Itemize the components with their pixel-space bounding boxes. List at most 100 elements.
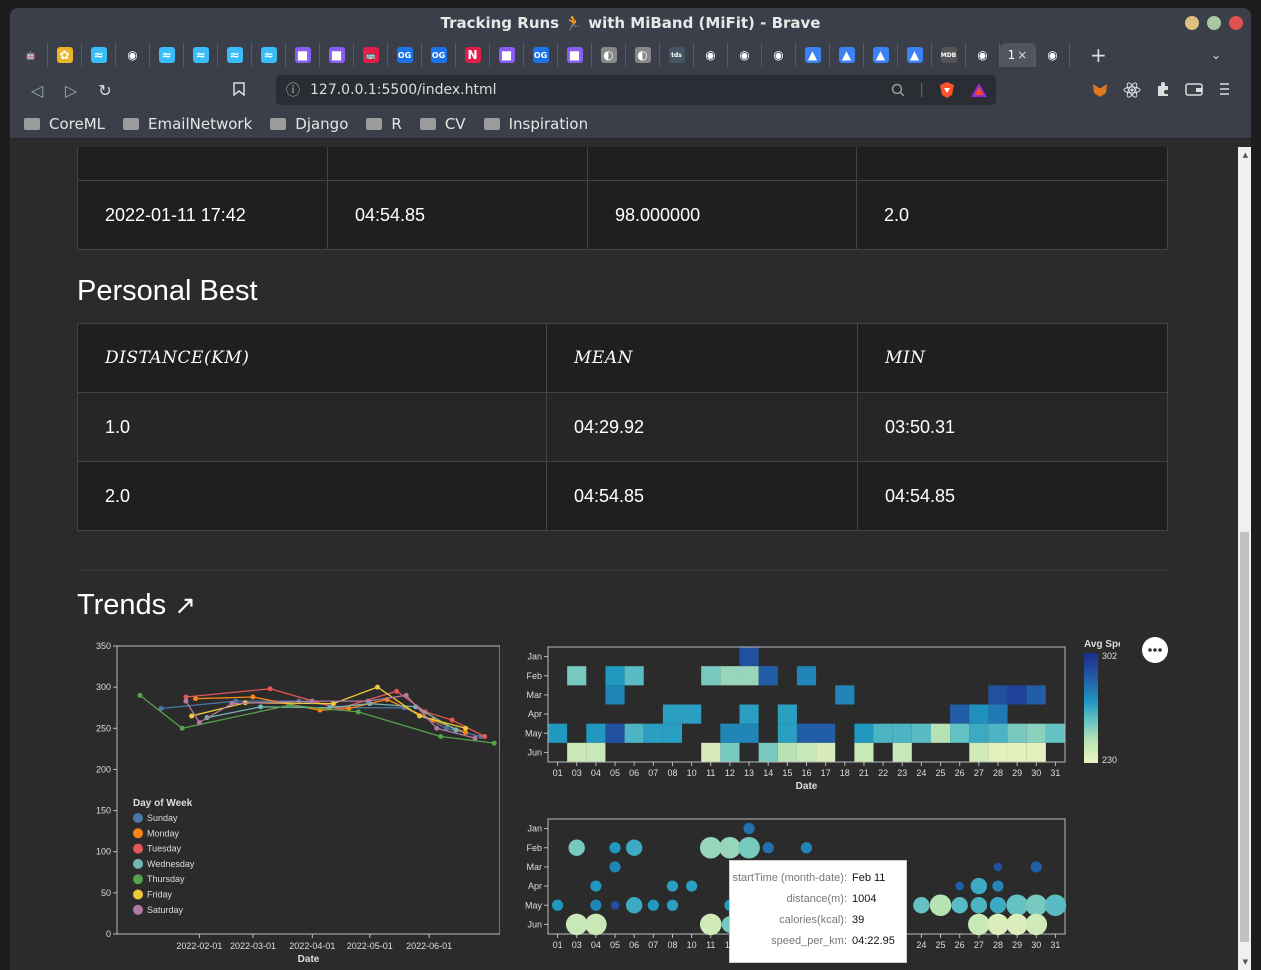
tab[interactable]: ▲ xyxy=(830,43,864,67)
heatmap-cell xyxy=(1045,723,1065,743)
tab[interactable]: ■ xyxy=(320,43,354,67)
tab[interactable]: tds xyxy=(660,43,694,67)
tab[interactable]: ◉ xyxy=(966,43,1000,67)
tab[interactable]: ≈ xyxy=(184,43,218,67)
chart-actions-button[interactable] xyxy=(1142,637,1168,663)
data-point xyxy=(183,698,189,704)
table-cell: 2.0 xyxy=(77,461,547,531)
bubble xyxy=(551,899,564,911)
tab[interactable]: ◉ xyxy=(694,43,728,67)
x-tick-label: 2022-02-01 xyxy=(176,941,222,951)
bookmark-folder[interactable]: CoreML xyxy=(24,115,105,133)
y-tick-label: May xyxy=(525,728,543,738)
bubble xyxy=(955,881,964,891)
table-cell: 03:50.31 xyxy=(857,392,1168,462)
minimize-button[interactable] xyxy=(1185,16,1199,30)
tab[interactable]: ◉ xyxy=(762,43,796,67)
tab[interactable]: N xyxy=(456,43,490,67)
tab[interactable]: 🤖 xyxy=(14,43,48,67)
tab[interactable]: ◉ xyxy=(728,43,762,67)
react-devtools-icon[interactable] xyxy=(1123,81,1141,99)
tab[interactable]: ≈ xyxy=(252,43,286,67)
y-tick-label: Feb xyxy=(526,671,542,681)
close-window-button[interactable] xyxy=(1229,16,1243,30)
tab[interactable]: ≈ xyxy=(150,43,184,67)
data-point xyxy=(196,720,202,726)
legend-label: Friday xyxy=(147,890,173,900)
data-point xyxy=(179,725,185,731)
tab[interactable]: OG xyxy=(524,43,558,67)
legend-label: Thursday xyxy=(147,874,185,884)
legend-swatch xyxy=(133,874,143,885)
bubble xyxy=(1025,913,1048,936)
og-icon: OG xyxy=(430,47,447,63)
address-bar[interactable]: ⓘ 127.0.0.1:5500/index.html | xyxy=(276,75,996,105)
extensions-icon[interactable] xyxy=(1155,81,1171,97)
tab[interactable]: ✿ xyxy=(48,43,82,67)
bookmark-folder[interactable]: R xyxy=(366,115,402,133)
folder-icon xyxy=(483,117,500,130)
x-tick-label: 23 xyxy=(897,768,907,778)
zoom-icon[interactable] xyxy=(891,83,905,97)
tab[interactable]: ▲ xyxy=(796,43,830,67)
scrollbar[interactable]: ▲ ▼ xyxy=(1238,147,1251,970)
scrollbar-thumb[interactable] xyxy=(1240,532,1249,942)
active-tab[interactable]: 1 × xyxy=(1000,43,1036,67)
n-icon: N xyxy=(464,47,481,63)
cube-icon: ■ xyxy=(328,47,345,63)
bubble xyxy=(590,880,602,892)
data-point xyxy=(189,713,195,719)
tab[interactable]: 🚌 xyxy=(354,43,388,67)
heatmap-cell xyxy=(969,723,989,743)
tab-close-icon[interactable]: × xyxy=(1017,48,1028,62)
tab[interactable]: ▲ xyxy=(864,43,898,67)
tab[interactable]: ■ xyxy=(286,43,320,67)
legend-swatch xyxy=(133,843,143,854)
bubble xyxy=(610,900,620,910)
maximize-button[interactable] xyxy=(1207,16,1221,30)
bookmark-folder[interactable]: EmailNetwork xyxy=(123,115,252,133)
menu-icon[interactable] xyxy=(1217,81,1231,97)
site-info-icon[interactable]: ⓘ xyxy=(286,83,300,99)
x-tick-label: 04 xyxy=(591,940,601,950)
tab[interactable]: ≈ xyxy=(218,43,252,67)
bubble xyxy=(1025,894,1048,917)
tab[interactable]: ◐ xyxy=(592,43,626,67)
tab[interactable]: ◉ xyxy=(116,43,150,67)
back-icon[interactable]: ◁ xyxy=(30,80,44,100)
brave-rewards-icon[interactable] xyxy=(970,81,988,99)
bookmark-folder[interactable]: Django xyxy=(270,115,348,133)
bookmark-folder[interactable]: Inspiration xyxy=(483,115,588,133)
legend-label: Sunday xyxy=(147,813,178,823)
tab[interactable]: ▲ xyxy=(898,43,932,67)
tab[interactable]: ■ xyxy=(490,43,524,67)
tab-list-button[interactable]: ⌄ xyxy=(1210,48,1221,62)
tab[interactable]: OG xyxy=(388,43,422,67)
navigation-bar: ◁ ▷ ↻ ⓘ 127.0.0.1:5500/index.html | xyxy=(10,71,1251,109)
trends-title-text: Trends xyxy=(77,589,167,621)
data-point xyxy=(403,692,409,698)
wallet-icon[interactable] xyxy=(1185,81,1203,97)
tab[interactable]: OG xyxy=(422,43,456,67)
heatmap-cell xyxy=(586,742,606,762)
tab[interactable]: ≈ xyxy=(82,43,116,67)
metamask-icon[interactable] xyxy=(1091,81,1109,99)
scroll-down-icon[interactable]: ▼ xyxy=(1242,958,1248,966)
bookmark-icon[interactable] xyxy=(222,81,256,100)
bubble xyxy=(762,842,774,854)
heatmap-cell xyxy=(816,723,836,743)
scroll-up-icon[interactable]: ▲ xyxy=(1242,151,1248,159)
tab[interactable]: ■ xyxy=(558,43,592,67)
legend-swatch xyxy=(133,813,143,823)
window-title: Tracking Runs 🏃 with MiBand (MiFit) - Br… xyxy=(440,14,821,32)
page-viewport: 2022-01-11 17:42 04:54.85 98.000000 2.0 … xyxy=(10,147,1251,970)
tab[interactable]: ◐ xyxy=(626,43,660,67)
tab[interactable]: MDB xyxy=(932,43,966,67)
new-tab-button[interactable]: + xyxy=(1090,43,1107,67)
reload-icon[interactable]: ↻ xyxy=(98,80,112,100)
brave-shield-icon[interactable] xyxy=(938,81,956,99)
tab[interactable]: ◉ xyxy=(1036,43,1070,67)
legend-gradient xyxy=(1084,653,1098,763)
forward-icon[interactable]: ▷ xyxy=(64,80,78,100)
bookmark-folder[interactable]: CV xyxy=(419,115,466,133)
